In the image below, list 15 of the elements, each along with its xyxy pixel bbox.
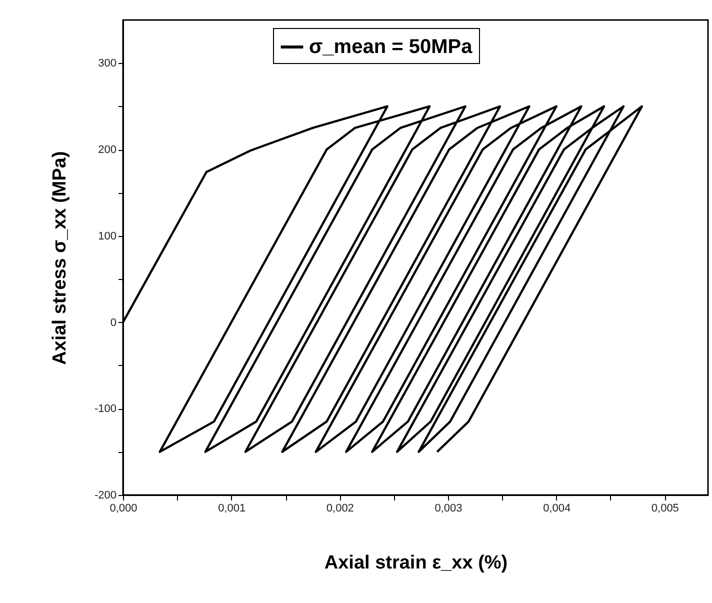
x-tick-label: 0,000: [110, 502, 138, 514]
x-tick-label: 0,003: [434, 502, 462, 514]
x-tick-label: 0,001: [218, 502, 246, 514]
x-axis-title: Axial strain ε_xx (%): [324, 552, 508, 574]
y-tick-label: 0: [110, 316, 116, 329]
y-tick-label: 100: [98, 230, 116, 242]
x-tick-label: 0,004: [543, 502, 571, 514]
y-tick-label: -200: [94, 490, 116, 502]
y-axis-title: Axial stress σ_xx (MPa): [49, 151, 70, 365]
y-tick-label: 200: [98, 144, 116, 156]
legend-label: σ_mean = 50MPa: [309, 36, 474, 58]
y-tick-label: 300: [98, 58, 116, 70]
y-tick-label: -100: [94, 403, 116, 416]
x-tick-label: 0,002: [326, 502, 354, 514]
x-tick-label: 0,005: [651, 502, 679, 514]
